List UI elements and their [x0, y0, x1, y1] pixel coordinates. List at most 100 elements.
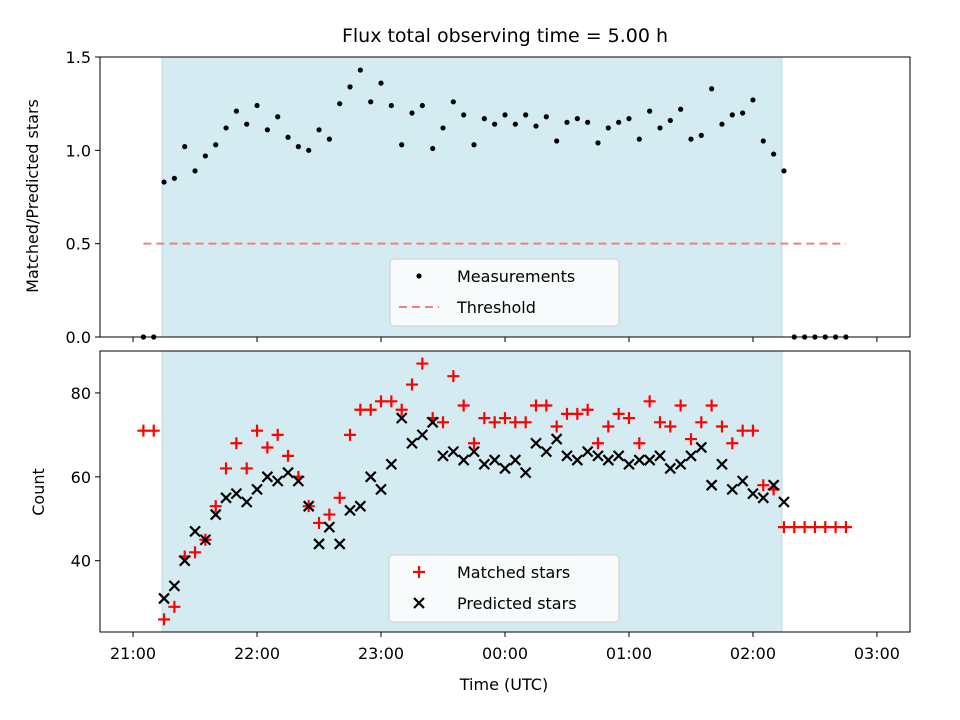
top-panel: 0.0 0.5 1.0 1.5 Matched/Predicted stars Mea… — [23, 48, 911, 347]
measurement-point — [264, 127, 270, 133]
predicted-star-point — [199, 533, 212, 546]
predicted-star-point — [519, 466, 532, 479]
matched-star-point — [457, 399, 470, 412]
predicted-star-point — [282, 466, 294, 479]
top-panel-frame — [99, 56, 911, 338]
matched-star-point — [313, 516, 326, 529]
measurement-point — [202, 153, 208, 159]
measurement-point — [409, 110, 415, 116]
legend-dot-marker — [416, 273, 422, 279]
matched-star-point — [437, 416, 450, 429]
bottom-y-tick-label: 40 — [71, 552, 91, 571]
matched-star-point — [705, 399, 718, 412]
matched-star-point — [220, 462, 233, 475]
matched-star-point — [189, 546, 202, 559]
measurement-point — [182, 144, 188, 150]
chart-title: Flux total observing time = 5.00 h — [342, 25, 668, 47]
legend-measurements-label: Measurements — [457, 267, 575, 286]
measurement-point — [636, 136, 642, 142]
matched-star-point — [715, 420, 728, 433]
predicted-star-point — [395, 412, 408, 424]
predicted-star-point — [178, 554, 191, 567]
legend-threshold-label: Threshold — [456, 298, 536, 317]
matched-star-point — [829, 521, 842, 534]
measurement-point — [688, 136, 694, 142]
matched-star-point — [323, 508, 336, 521]
measurement-point — [285, 134, 291, 140]
predicted-star-point — [220, 492, 232, 504]
matched-star-point — [416, 357, 429, 370]
predicted-star-point — [261, 471, 274, 483]
measurement-point — [244, 121, 250, 127]
predicted-star-point — [633, 454, 646, 466]
measurement-point — [678, 106, 684, 112]
legend-bottom-box — [388, 554, 620, 623]
predicted-star-point — [447, 445, 460, 458]
matched-star-point — [591, 437, 604, 450]
measurement-point — [574, 116, 580, 122]
measurement-point — [419, 102, 425, 109]
matched-star-point — [478, 412, 491, 425]
measurement-point — [667, 117, 673, 124]
predicted-star-point — [488, 454, 501, 466]
measurement-point — [605, 125, 611, 131]
x-tick-label: 23:00 — [358, 644, 404, 663]
matched-star-point — [777, 521, 790, 534]
matched-star-point — [839, 521, 852, 534]
predicted-star-point — [499, 462, 511, 475]
measurement-point — [533, 123, 539, 129]
matched-star-point — [581, 403, 594, 416]
matched-star-point — [230, 437, 243, 450]
matched-star-point — [633, 437, 646, 450]
predicted-star-point — [302, 500, 315, 512]
matched-star-point — [251, 424, 264, 437]
top-y-tick-label: 0.0 — [66, 328, 91, 347]
measurement-point — [626, 116, 632, 122]
predicted-star-point — [251, 483, 263, 496]
measurement-point — [564, 119, 570, 125]
x-tick-label: 22:00 — [234, 644, 280, 663]
measurement-point — [430, 145, 436, 152]
predicted-star-point — [240, 496, 253, 508]
predicted-star-point — [457, 454, 470, 466]
matched-star-point — [643, 395, 656, 408]
legend-predicted-label: Predicted stars — [457, 594, 577, 613]
matched-star-point — [664, 420, 677, 433]
matched-star-point — [240, 462, 253, 475]
measurement-point — [698, 132, 704, 138]
legend-bottom: Matched stars Predicted stars — [388, 554, 620, 623]
measurement-point — [440, 125, 446, 131]
bottom-panel-frame — [99, 350, 911, 633]
measurement-point — [275, 114, 281, 120]
predicted-star-point — [664, 462, 677, 475]
predicted-star-point — [375, 483, 387, 496]
matched-star-point — [406, 378, 419, 391]
matched-star-point — [282, 449, 295, 462]
measurement-point — [492, 121, 498, 127]
matched-star-point — [499, 412, 511, 425]
matched-star-point — [158, 613, 171, 626]
matched-star-point — [333, 491, 346, 504]
predicted-star-point — [643, 454, 656, 466]
matched-star-point — [560, 407, 573, 420]
x-tick-label: 00:00 — [482, 644, 528, 663]
measurement-point — [543, 114, 549, 120]
matched-star-point — [354, 403, 367, 416]
x-tick-label: 03:00 — [854, 644, 900, 663]
legend-top: Measurements Threshold — [389, 258, 620, 327]
bottom-panel: 40 60 80 21:00 22:00 23:00 00:00 01:00 02:00 03:… — [29, 350, 911, 694]
predicted-star-point — [747, 487, 759, 500]
measurement-point — [213, 142, 219, 148]
predicted-star-point — [602, 454, 615, 466]
count-points — [137, 357, 852, 626]
matched-star-point — [757, 479, 770, 492]
measurement-point — [616, 119, 622, 125]
measurement-point — [512, 121, 518, 127]
predicted-star-point — [354, 500, 367, 512]
matched-star-point — [571, 407, 584, 420]
matched-star-point — [540, 399, 553, 412]
matched-star-point — [271, 428, 284, 441]
matched-star-point — [695, 416, 708, 429]
measurement-point — [729, 112, 735, 118]
